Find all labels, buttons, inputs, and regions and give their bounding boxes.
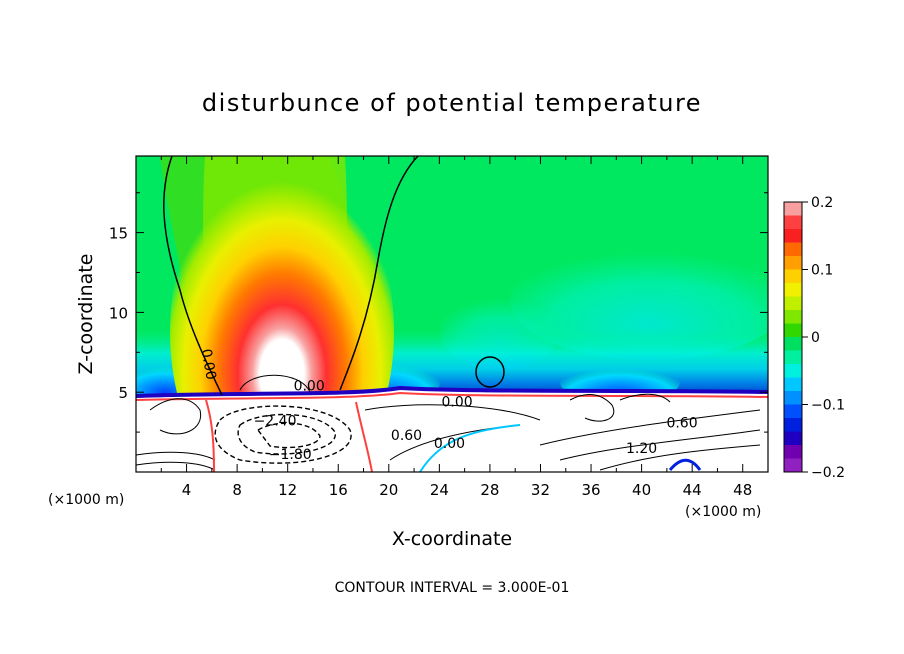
contour-label: 0.00 xyxy=(198,348,219,381)
colorbar-swatch xyxy=(784,323,802,338)
y-tick-label: 5 xyxy=(118,384,128,402)
contour-zero-right xyxy=(339,156,419,391)
colorbar-swatch xyxy=(784,215,802,230)
colorbar-swatch xyxy=(784,310,802,324)
contour-label: −2.40 xyxy=(254,414,297,430)
contour-label: 0.00 xyxy=(441,395,472,411)
x-tick-label: 40 xyxy=(632,481,651,499)
colorbar-swatch xyxy=(784,418,802,432)
y-axis-label: Z-coordinate xyxy=(75,254,97,375)
contour-labels: 0.00 0.00 0.00 −2.40 −1.80 0.60 0.00 0.60 1.20 xyxy=(198,348,698,464)
x-tick-label: 16 xyxy=(329,481,348,499)
contour-label: 0.00 xyxy=(294,379,325,395)
contour-zero-loop xyxy=(475,356,505,388)
x-tick-label: 32 xyxy=(531,481,550,499)
colorbar-swatch xyxy=(784,445,802,459)
colorbar-swatch xyxy=(784,404,802,419)
colorbar-swatch xyxy=(784,458,802,473)
front-mid-2 xyxy=(419,424,521,472)
x-axis-label: X-coordinate xyxy=(392,528,512,550)
colorbar-swatch xyxy=(784,391,802,405)
front-mid xyxy=(355,401,373,472)
colorbar-swatch xyxy=(784,242,802,257)
x-unit-label: (×1000 m) xyxy=(685,504,761,520)
colorbar xyxy=(784,202,802,473)
x-tick-label: 36 xyxy=(581,481,600,499)
x-tick-label: 48 xyxy=(733,481,752,499)
colorbar-tick-label: 0 xyxy=(811,330,820,346)
front-left xyxy=(205,399,215,472)
x-tick-label: 20 xyxy=(379,481,398,499)
colorbar-swatch xyxy=(784,283,802,297)
colorbar-tick-label: 0.2 xyxy=(811,195,833,211)
x-axis-ticks: 4 8 12 16 20 24 28 32 36 40 44 48 xyxy=(160,156,752,499)
contour-label: −1.80 xyxy=(269,447,312,463)
boundary-layer xyxy=(136,388,768,472)
plot-field xyxy=(136,156,768,472)
colorbar-tick-label: −0.1 xyxy=(811,398,845,414)
colorbar-swatch xyxy=(784,202,802,216)
colorbar-swatch xyxy=(784,269,802,284)
cyan-patch-right xyxy=(510,240,768,360)
contour-zero-left xyxy=(163,156,223,396)
contour-interval-note: CONTOUR INTERVAL = 3.000E-01 xyxy=(335,580,570,596)
contour-warm-core xyxy=(239,374,311,393)
contour-label: 1.20 xyxy=(626,441,657,457)
x-tick-label: 8 xyxy=(232,481,242,499)
x-tick-label: 28 xyxy=(480,481,499,499)
x-tick-label: 12 xyxy=(278,481,297,499)
colorbar-swatch xyxy=(784,256,802,270)
colorbar-swatch xyxy=(784,431,802,446)
colorbar-ticks: 0.2 0.1 0 −0.1 −0.2 xyxy=(802,195,845,481)
contour-label: 0.00 xyxy=(434,436,465,452)
colorbar-swatch xyxy=(784,296,802,311)
contour-label: 0.60 xyxy=(391,428,422,444)
plot-frame xyxy=(135,155,769,473)
front-right xyxy=(668,458,702,471)
contour-label: 0.60 xyxy=(666,415,697,431)
colorbar-tick-label: −0.2 xyxy=(811,465,845,481)
colorbar-swatch xyxy=(784,229,802,243)
x-tick-label: 44 xyxy=(683,481,702,499)
colorbar-tick-label: 0.1 xyxy=(811,263,833,279)
boundary-top-edge xyxy=(136,385,768,398)
y-unit-label: (×1000 m) xyxy=(48,492,124,508)
x-tick-label: 24 xyxy=(430,481,449,499)
colorbar-swatch xyxy=(784,337,802,351)
y-tick-label: 10 xyxy=(109,304,128,322)
lower-contours xyxy=(136,393,761,471)
y-axis-ticks: 5 10 15 xyxy=(109,192,768,433)
colorbar-swatch xyxy=(784,364,802,378)
colorbar-swatch xyxy=(784,350,802,365)
chart-title: disturbunce of potential temperature xyxy=(202,89,702,117)
colorbar-swatch xyxy=(784,377,802,392)
x-tick-label: 4 xyxy=(182,481,192,499)
y-tick-label: 15 xyxy=(109,225,128,243)
